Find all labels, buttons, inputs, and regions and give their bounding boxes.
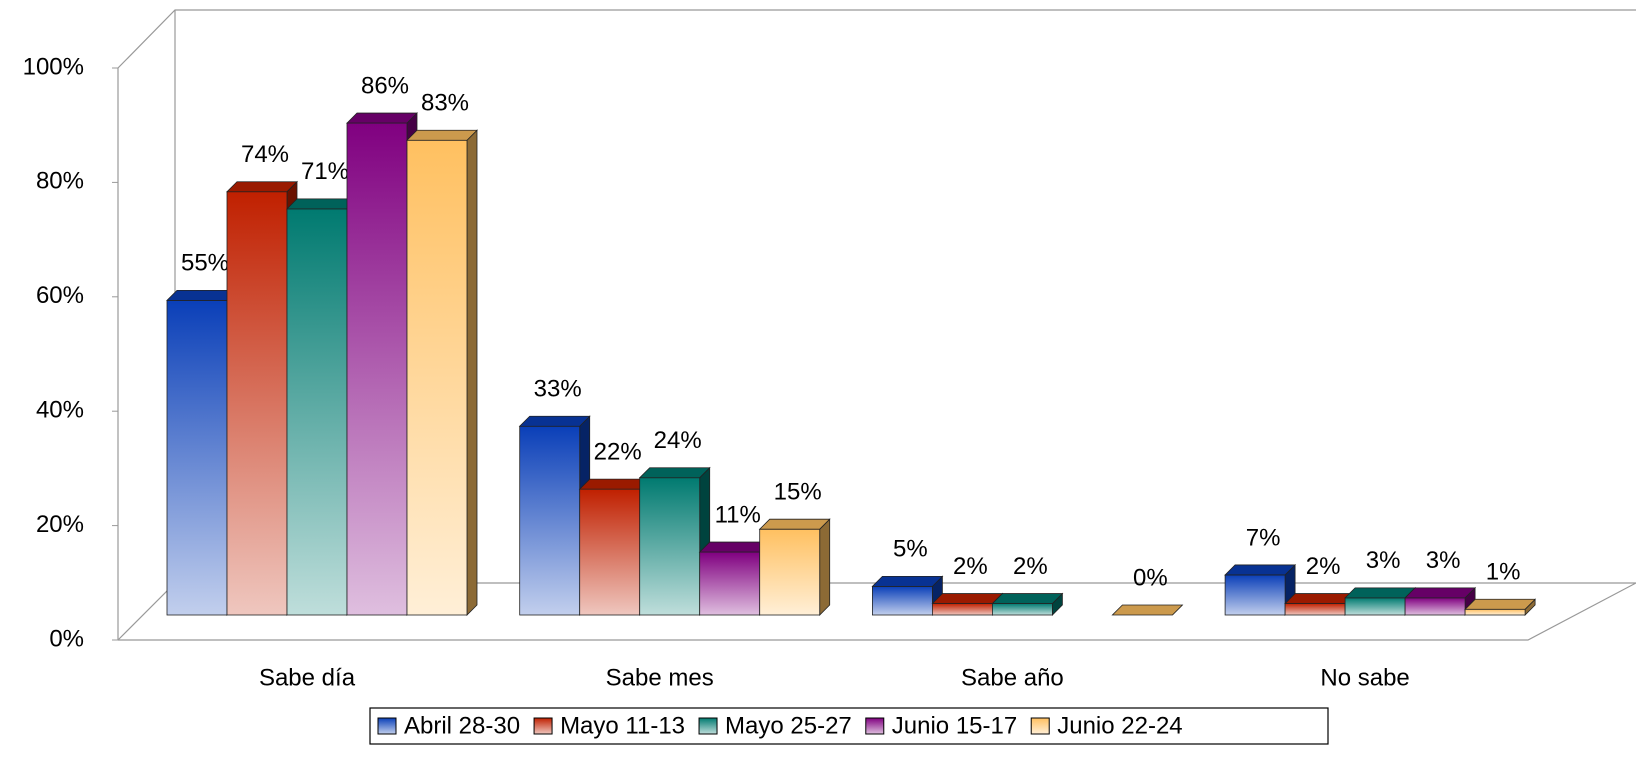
y-tick-label: 20% [36,511,84,538]
bar [872,586,933,616]
bar-top [406,129,478,141]
bar-top [638,467,711,479]
bar [406,139,468,616]
data-label: 22% [594,439,642,466]
bar [1404,597,1466,616]
bar [166,299,228,616]
bar [519,425,581,616]
bar [639,477,701,616]
data-label: 11% [715,501,761,528]
data-label: 7% [1246,524,1281,551]
legend-label: Junio 15-17 [892,712,1017,739]
x-tick-label: Sabe día [259,664,356,691]
y-tick-label: 0% [49,625,84,652]
bar-top [1284,593,1357,604]
bar [759,528,821,616]
data-label: 0% [1133,564,1168,591]
legend-swatch [865,717,885,735]
x-tick-label: Sabe año [961,664,1064,691]
legend-label: Abril 28-30 [404,712,520,739]
bar [1224,574,1286,616]
bar-top [286,198,358,210]
bar-top [226,181,298,193]
bar [286,208,348,616]
data-label: 83% [421,90,469,117]
bar-top [1404,587,1477,599]
data-label: 2% [1013,553,1048,580]
data-label: 71% [301,158,349,185]
bar [226,191,288,616]
bar [699,551,761,616]
bar [932,603,993,616]
data-label: 15% [774,479,822,506]
floor [117,582,1636,641]
legend-swatch [698,717,718,735]
bar-top [991,593,1064,604]
legend-swatch [533,717,553,735]
bar-top [931,593,1004,604]
data-label: 74% [241,141,289,168]
data-label: 3% [1366,547,1401,574]
legend-swatch [1030,717,1050,735]
bar-top [518,415,591,427]
data-label: 86% [361,72,409,99]
data-label: 2% [1306,553,1341,580]
y-tick-label: 40% [36,397,84,424]
bar-top [1464,598,1537,610]
bar [1464,608,1526,616]
legend-swatch [377,717,397,735]
legend-label: Junio 22-24 [1057,712,1182,739]
bar [1344,597,1406,616]
data-label: 1% [1486,559,1521,586]
y-tick-label: 80% [36,168,84,195]
bar-side [466,129,478,616]
legend-label: Mayo 11-13 [560,712,685,739]
data-label: 5% [893,536,928,563]
bar-top [346,112,418,124]
x-tick-label: Sabe mes [606,664,714,691]
bar-top [871,576,944,587]
bar [346,122,408,616]
data-label: 55% [181,250,229,277]
data-label: 33% [534,376,582,403]
y-tick-label: 60% [36,282,84,309]
bar [579,488,641,616]
bar [1284,603,1346,616]
back-wall [117,9,1636,640]
bar-top [1111,604,1184,616]
x-tick-label: No sabe [1320,664,1409,691]
y-tick-label: 100% [23,53,84,80]
data-label: 2% [953,553,988,580]
bar-top [1224,564,1297,576]
data-label: 24% [654,427,702,454]
bar-top [1344,587,1417,599]
legend-box [369,707,1329,745]
bar-top [578,478,651,490]
bar-top [166,289,238,301]
bar [992,603,1053,616]
bar-top [698,541,771,553]
legend-label: Mayo 25-27 [725,712,852,739]
data-label: 3% [1426,547,1461,574]
bar-side [819,518,831,616]
bar-top [758,518,831,530]
